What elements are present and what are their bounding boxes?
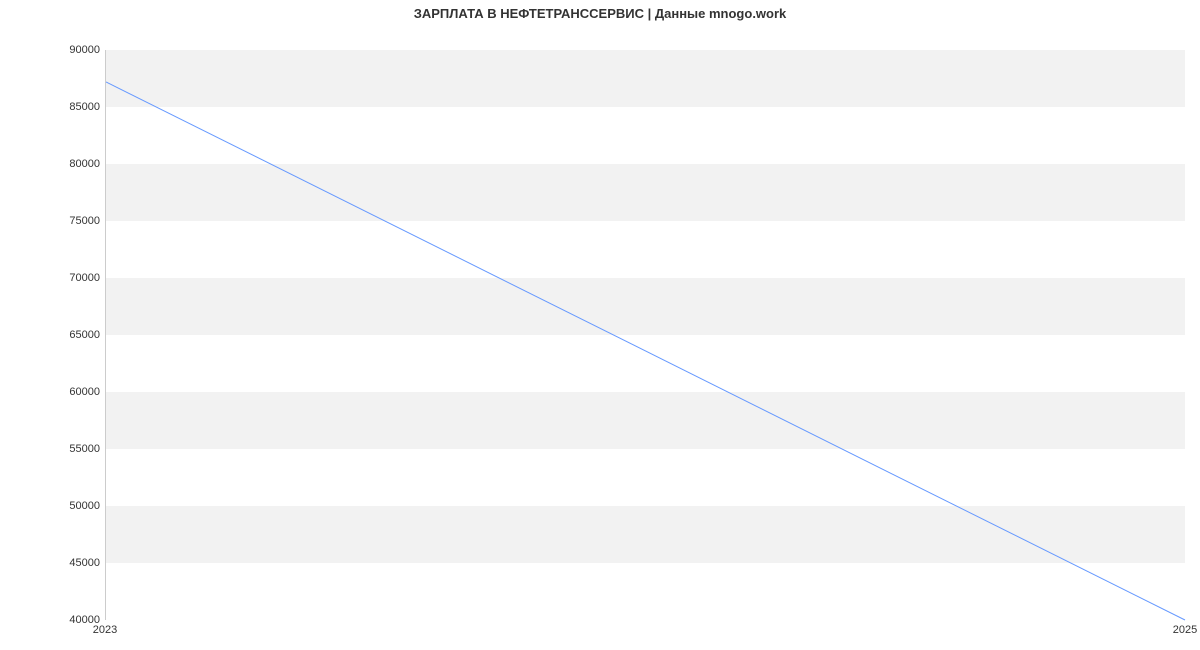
y-tick-label: 60000 xyxy=(50,386,100,398)
x-tick-label: 2025 xyxy=(1173,624,1197,636)
y-tick-label: 50000 xyxy=(50,500,100,512)
y-tick-label: 85000 xyxy=(50,101,100,113)
y-tick-label: 70000 xyxy=(50,272,100,284)
chart-title: ЗАРПЛАТА В НЕФТЕТРАНССЕРВИС | Данные mno… xyxy=(0,6,1200,21)
salary-chart: ЗАРПЛАТА В НЕФТЕТРАНССЕРВИС | Данные mno… xyxy=(0,0,1200,650)
x-tick-label: 2023 xyxy=(93,624,117,636)
chart-svg xyxy=(106,50,1185,620)
series-line xyxy=(106,82,1185,620)
y-tick-label: 55000 xyxy=(50,443,100,455)
plot-area xyxy=(105,50,1185,620)
y-tick-label: 80000 xyxy=(50,158,100,170)
y-tick-label: 75000 xyxy=(50,215,100,227)
y-tick-label: 90000 xyxy=(50,44,100,56)
y-tick-label: 65000 xyxy=(50,329,100,341)
y-tick-label: 45000 xyxy=(50,557,100,569)
